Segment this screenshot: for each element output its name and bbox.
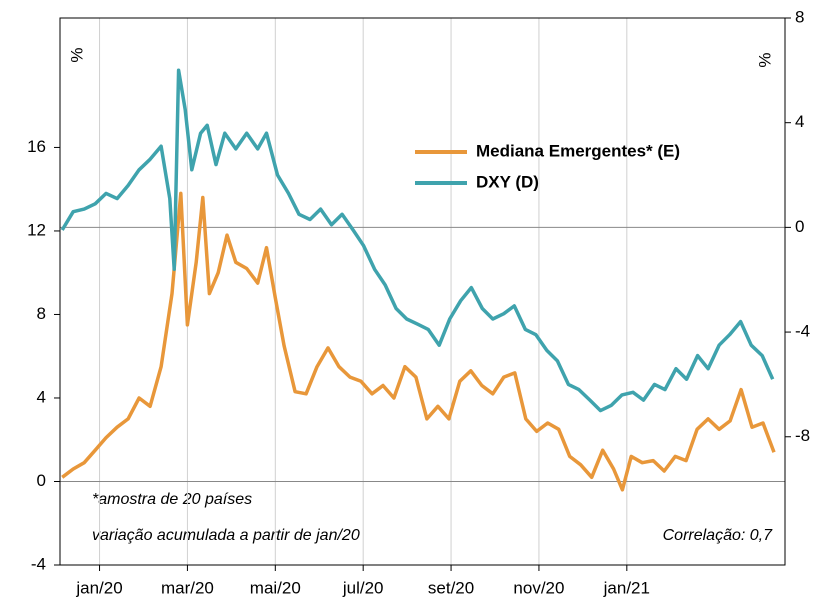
legend-label: Mediana Emergentes* (E) bbox=[476, 141, 680, 160]
y2-tick-label: -4 bbox=[795, 322, 810, 341]
annotation: variação acumulada a partir de jan/20 bbox=[92, 527, 360, 544]
x-tick-label: nov/20 bbox=[513, 578, 564, 597]
x-tick-label: mai/20 bbox=[250, 578, 301, 597]
legend-label: DXY (D) bbox=[476, 172, 539, 191]
x-tick-label: jan/21 bbox=[603, 578, 650, 597]
y-tick-label: 0 bbox=[37, 471, 46, 490]
y2-tick-label: 0 bbox=[795, 217, 804, 236]
y-tick-label: -4 bbox=[31, 554, 46, 573]
y2-tick-label: 8 bbox=[795, 7, 804, 26]
series-line bbox=[61, 191, 776, 492]
y-tick-label: 8 bbox=[37, 304, 46, 323]
left-unit: % bbox=[67, 47, 86, 62]
series-line bbox=[60, 68, 775, 413]
plot-frame bbox=[59, 17, 786, 566]
y-tick-label: 12 bbox=[27, 220, 46, 239]
annotation: Correlação: 0,7 bbox=[663, 527, 773, 544]
y2-tick-label: 4 bbox=[795, 112, 804, 131]
y-tick-label: 16 bbox=[27, 137, 46, 156]
x-tick-label: mar/20 bbox=[161, 578, 214, 597]
right-unit: % bbox=[755, 52, 774, 67]
y-tick-label: 4 bbox=[37, 387, 46, 406]
x-tick-label: jul/20 bbox=[342, 578, 384, 597]
x-tick-label: set/20 bbox=[428, 578, 474, 597]
y2-tick-label: -8 bbox=[795, 426, 810, 445]
x-tick-label: jan/20 bbox=[75, 578, 122, 597]
annotation: *amostra de 20 países bbox=[92, 491, 252, 508]
